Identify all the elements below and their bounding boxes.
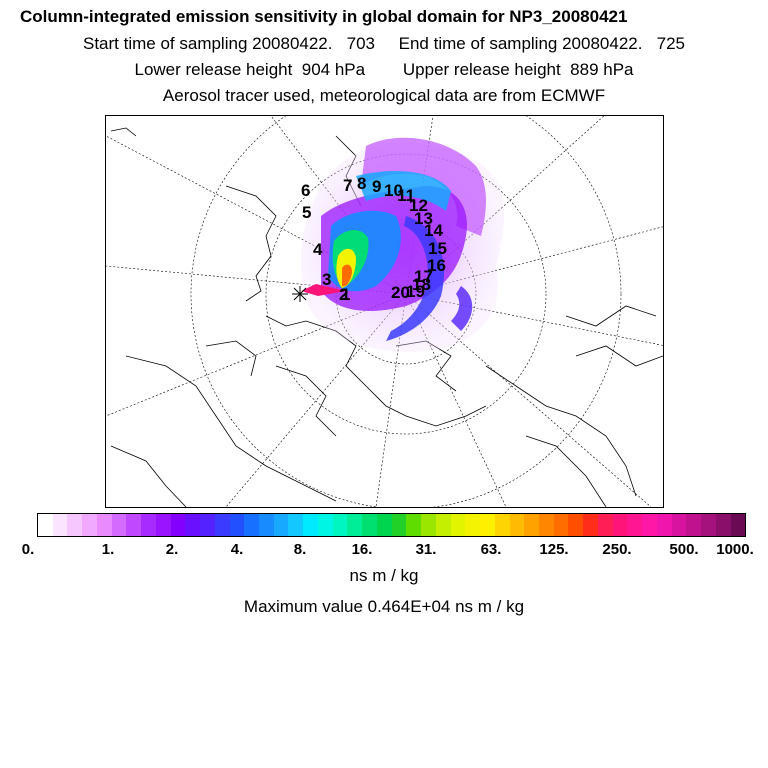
- trajectory-label: 12: [409, 196, 428, 215]
- colorbar-swatch: [259, 514, 274, 536]
- colorbar-swatch: [155, 514, 171, 536]
- colorbar-tick-label: 63.: [480, 541, 502, 558]
- trajectory-label: 2: [339, 285, 348, 304]
- colorbar-swatch: [642, 514, 657, 536]
- colorbar-swatch: [229, 514, 245, 536]
- colorbar-swatch: [656, 514, 672, 536]
- colorbar-swatch: [450, 514, 466, 536]
- colorbar-swatch: [509, 514, 525, 536]
- colorbar-swatch: [273, 514, 289, 536]
- colorbar-swatch: [671, 514, 687, 536]
- release-point-marker: [292, 286, 308, 302]
- colorbar-swatch: [435, 514, 451, 536]
- colorbar-swatch: [82, 514, 97, 536]
- colorbar-swatch: [67, 514, 83, 536]
- coastlines: [110, 127, 663, 507]
- colorbar: [37, 513, 746, 537]
- colorbar-swatch: [126, 514, 142, 536]
- polar-map: 1 2 3 4 5 6 7 8 9 10 11 12 13 14 15 16 1…: [105, 115, 664, 508]
- colorbar-swatch: [715, 514, 731, 536]
- trajectory-label: 11: [397, 186, 415, 205]
- colorbar-swatch: [701, 514, 716, 536]
- colorbar-tick-label: 250.: [602, 541, 632, 558]
- colorbar-swatch: [568, 514, 584, 536]
- colorbar-swatch: [185, 514, 201, 536]
- colorbar-tick-label: 2.: [165, 541, 179, 558]
- colorbar-swatch: [376, 514, 392, 536]
- trajectory-label: 4: [313, 240, 323, 259]
- trajectory-labels: 1 2 3 4 5 6 7 8 9 10 11 12 13 14 15 16 1…: [301, 174, 447, 304]
- colorbar-swatch: [52, 514, 68, 536]
- sampling-time-line: Start time of sampling 20080422. 703 End…: [83, 34, 685, 53]
- trajectory-label: 14: [424, 221, 443, 240]
- emission-sensitivity-field: [300, 137, 505, 352]
- colorbar-swatch: [538, 514, 554, 536]
- colorbar-swatch: [553, 514, 569, 536]
- trajectory-label: 16: [427, 256, 446, 275]
- colorbar-swatch: [494, 514, 510, 536]
- colorbar-swatch: [362, 514, 377, 536]
- colorbar-units: ns m / kg: [349, 566, 419, 585]
- colorbar-tick-label: 31.: [415, 541, 437, 558]
- colorbar-swatch: [111, 514, 127, 536]
- colorbar-swatch: [244, 514, 260, 536]
- colorbar-swatch: [96, 514, 112, 536]
- colorbar-swatch: [612, 514, 628, 536]
- colorbar-swatch: [332, 514, 348, 536]
- colorbar-tick-label: 0.: [21, 541, 35, 558]
- plot-title: Column-integrated emission sensitivity i…: [20, 7, 628, 26]
- colorbar-swatch: [347, 514, 363, 536]
- trajectory-label: 17: [414, 267, 433, 286]
- colorbar-tick-label: 4.: [230, 541, 244, 558]
- colorbar-swatch: [730, 514, 746, 536]
- colorbar-swatch: [214, 514, 230, 536]
- colorbar-swatch: [465, 514, 481, 536]
- colorbar-swatch: [406, 514, 422, 536]
- trajectory-label: 5: [302, 203, 311, 222]
- colorbar-swatch: [583, 514, 598, 536]
- trajectory-label: 7: [343, 176, 352, 195]
- trajectory-label: 20: [391, 283, 410, 302]
- colorbar-tick-label: 500.: [669, 541, 699, 558]
- trajectory-label: 6: [301, 181, 310, 200]
- colorbar-tick-label: 125.: [539, 541, 569, 558]
- release-height-line: Lower release height 904 hPa Upper relea…: [134, 60, 634, 79]
- colorbar-swatch: [421, 514, 436, 536]
- tracer-info-line: Aerosol tracer used, meteorological data…: [162, 86, 606, 105]
- colorbar-swatch: [480, 514, 495, 536]
- colorbar-swatch: [627, 514, 643, 536]
- trajectory-label: 18: [412, 275, 431, 294]
- colorbar-swatch: [317, 514, 333, 536]
- colorbar-swatch: [597, 514, 613, 536]
- trajectory-label: 10: [384, 181, 403, 200]
- colorbar-tick-label: 1.: [101, 541, 115, 558]
- colorbar-swatch: [524, 514, 539, 536]
- colorbar-tick-label: 16.: [351, 541, 373, 558]
- trajectory-label: 9: [372, 177, 381, 196]
- colorbar-swatch: [38, 514, 53, 536]
- trajectory-label: 15: [428, 239, 447, 258]
- colorbar-tick-label: 1000.: [716, 541, 754, 558]
- colorbar-swatch: [170, 514, 186, 536]
- trajectory-label: 8: [357, 174, 366, 193]
- trajectory-label: 3: [322, 270, 331, 289]
- colorbar-swatch: [391, 514, 407, 536]
- colorbar-swatch: [303, 514, 318, 536]
- map-svg: 1 2 3 4 5 6 7 8 9 10 11 12 13 14 15 16 1…: [106, 116, 663, 507]
- trajectory-label: 13: [414, 209, 433, 228]
- trajectory-label: 19: [406, 282, 425, 301]
- colorbar-swatch: [686, 514, 702, 536]
- colorbar-swatch: [288, 514, 304, 536]
- colorbar-swatch: [200, 514, 215, 536]
- trajectory-label: 1: [341, 285, 350, 304]
- colorbar-swatch: [141, 514, 156, 536]
- maximum-value-line: Maximum value 0.464E+04 ns m / kg: [243, 597, 525, 616]
- colorbar-tick-label: 8.: [293, 541, 307, 558]
